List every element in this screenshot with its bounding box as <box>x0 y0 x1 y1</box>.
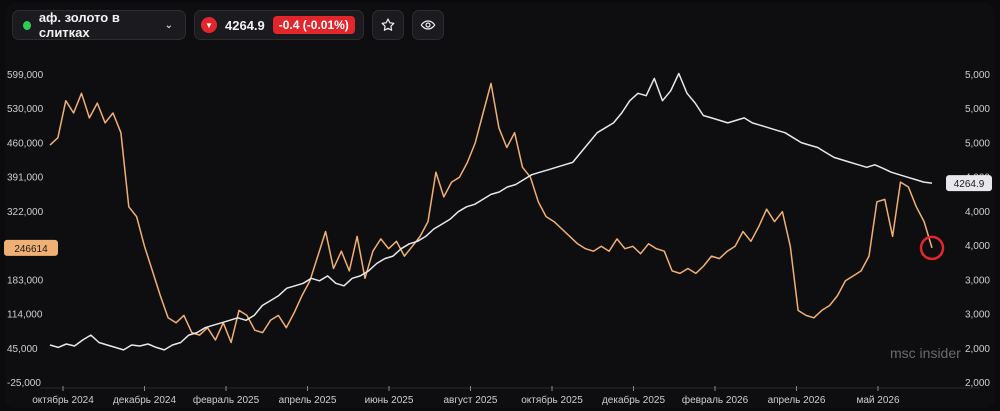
left-axis-tick: 460,000 <box>7 138 44 149</box>
star-icon <box>381 18 395 31</box>
x-axis-tick: май 2026 <box>856 395 899 406</box>
down-arrow-icon: ▼ <box>201 17 217 33</box>
chevron-down-icon: ⌄ <box>164 19 173 31</box>
right-axis-tick: 5,000 <box>965 138 990 149</box>
left-axis-tick: 391,000 <box>7 173 44 184</box>
right-axis-tick: 2,000 <box>965 378 990 389</box>
price-panel: ▼ 4264.9 -0.4 (-0.01%) <box>194 10 364 40</box>
x-axis-tick: июнь 2025 <box>365 395 414 406</box>
left-last-value-badge <box>4 239 58 256</box>
x-axis-tick: февраль 2026 <box>682 394 749 406</box>
watermark: msc insider <box>890 345 961 361</box>
watch-button[interactable] <box>411 10 444 40</box>
left-axis-tick: 45,000 <box>7 344 38 355</box>
x-axis-tick: октябрь 2024 <box>32 394 94 406</box>
left-axis-tick: 183,000 <box>7 275 44 286</box>
favorite-button[interactable] <box>371 10 404 40</box>
right-axis-tick: 3,000 <box>965 310 990 321</box>
header-bar: аф. золото в слитках ⌄ ▼ 4264.9 -0.4 (-0… <box>12 10 444 40</box>
asset-name: аф. золото в слитках <box>38 10 120 40</box>
x-axis-tick: февраль 2025 <box>193 394 260 406</box>
right-axis-tick: 3,000 <box>965 275 990 286</box>
right-axis-tick: 5,000 <box>965 70 990 81</box>
x-axis-tick: октябрь 2025 <box>521 394 583 406</box>
right-axis-tick: 2,000 <box>965 344 990 355</box>
left-axis-tick: -25,000 <box>7 378 41 389</box>
left-axis-tick: 530,000 <box>7 104 44 115</box>
chart-panel <box>5 3 995 408</box>
right-axis-tick: 4,000 <box>965 241 990 252</box>
x-axis-tick: август 2025 <box>443 395 497 406</box>
series-line-1 <box>49 72 933 351</box>
left-axis-tick: 599,000 <box>7 70 44 81</box>
price-change-badge: -0.4 (-0.01%) <box>272 16 355 34</box>
left-last-value: 246614 <box>14 244 48 255</box>
x-axis-tick: декабрь 2025 <box>602 394 666 406</box>
right-last-value-badge <box>946 175 992 192</box>
right-last-value: 4264.9 <box>954 179 985 190</box>
current-price: 4264.9 <box>225 17 265 33</box>
x-axis-tick: апрель 2026 <box>768 395 826 406</box>
status-dot-icon <box>23 20 31 30</box>
left-axis-tick: 114,000 <box>7 310 43 321</box>
eye-icon <box>420 20 436 30</box>
x-axis-tick: декабрь 2024 <box>113 394 177 406</box>
last-point-highlight <box>919 235 945 261</box>
left-axis-tick: 322,000 <box>7 207 44 218</box>
right-axis-tick: 5,000 <box>965 104 990 115</box>
series-line-0 <box>49 82 933 344</box>
right-axis-tick: 4,000 <box>965 207 990 218</box>
asset-selector[interactable]: аф. золото в слитках ⌄ <box>12 10 186 40</box>
x-axis-tick: апрель 2025 <box>279 395 337 406</box>
